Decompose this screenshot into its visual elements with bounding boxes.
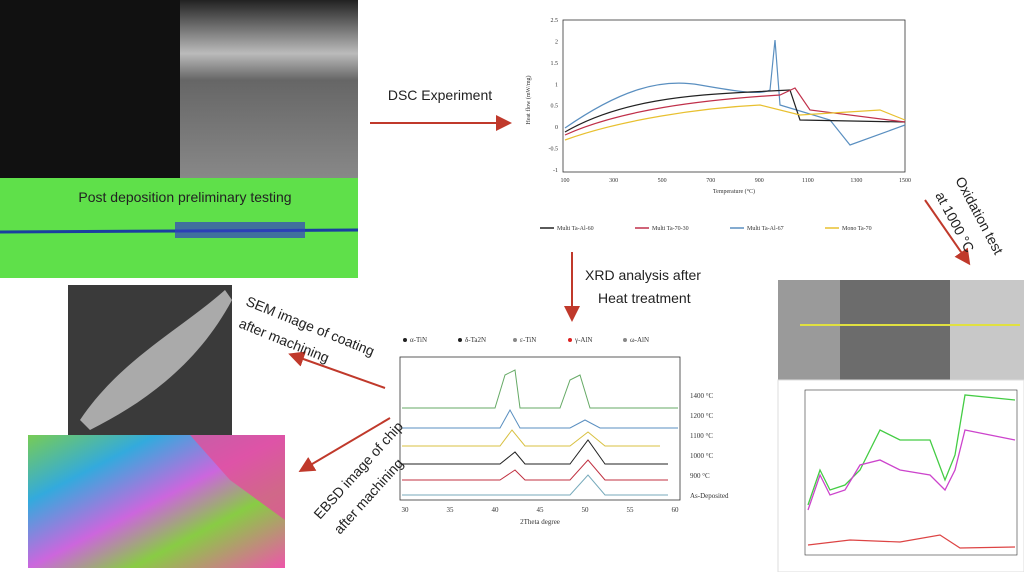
xrd-x-tick: 30 [402, 506, 410, 514]
dsc-y-label: Heat flow (mW/mg) [525, 76, 532, 125]
dsc-y-tick: 2.5 [551, 18, 559, 24]
xrd-label: XRD analysis after [585, 267, 701, 283]
legend-label: ω-AlN [630, 336, 649, 344]
legend-label: Multi Ta-Al-60 [557, 226, 594, 232]
dsc-x-tick: 1500 [899, 178, 911, 184]
legend-label: δ-Ta2N [465, 336, 486, 344]
dsc-x-tick: 900 [755, 178, 764, 184]
temperature-label: 1100 °C [690, 432, 713, 440]
xrd-plot [399, 356, 681, 501]
legend-label: ε-TiN [520, 336, 536, 344]
arrow [288, 351, 386, 389]
legend-marker [513, 338, 517, 342]
legend-label: α-TiN [410, 336, 427, 344]
arrow [298, 417, 391, 473]
xrd-x-tick: 50 [582, 506, 590, 514]
dsc-y-tick: -0.5 [549, 147, 559, 153]
oxidation-image [777, 280, 1024, 572]
dsc-x-label: Temperature (°C) [713, 188, 755, 195]
dsc-y-tick: -1 [553, 168, 558, 174]
dsc-y-tick: 1 [555, 82, 558, 88]
dsc-y-tick: 0.5 [551, 104, 559, 110]
deposition-label: Post deposition preliminary testing [78, 189, 291, 205]
legend-marker [458, 338, 462, 342]
arrow [924, 199, 971, 266]
xrd-x-tick: 45 [537, 506, 545, 514]
dsc-x-tick: 1300 [850, 178, 862, 184]
xrd-label: Heat treatment [598, 290, 691, 306]
xrd-x-tick: 35 [447, 506, 455, 514]
xrd-x-tick: 55 [627, 506, 635, 514]
dsc-x-tick: 100 [561, 178, 570, 184]
dsc-y-tick: 0 [555, 125, 558, 131]
dsc-x-tick: 1100 [802, 178, 814, 184]
temperature-label: 1000 °C [690, 452, 714, 460]
deposition-image [0, 0, 359, 278]
legend-marker [568, 338, 572, 342]
dsc-y-tick: 2 [555, 39, 558, 45]
legend-label: γ-AlN [574, 336, 592, 344]
dsc-y-tick: 1.5 [551, 61, 559, 67]
legend-marker [623, 338, 627, 342]
dsc-x-tick: 700 [706, 178, 715, 184]
ebsd-image [190, 435, 285, 520]
legend-marker [403, 338, 407, 342]
legend-label: Mono Ta-70 [842, 226, 872, 232]
sem-image [80, 290, 232, 430]
dsc-x-tick: 300 [609, 178, 618, 184]
dsc-label: DSC Experiment [388, 87, 492, 103]
dsc-x-tick: 500 [658, 178, 667, 184]
temperature-label: As-Deposited [690, 492, 729, 500]
temperature-label: 1200 °C [690, 412, 714, 420]
dsc-plot [562, 19, 906, 173]
xrd-x-label: 2Theta degree [520, 518, 560, 526]
xrd-x-tick: 40 [492, 506, 500, 514]
legend-label: Multi Ta-70-30 [652, 226, 689, 232]
xrd-x-tick: 60 [672, 506, 680, 514]
legend-label: Multi Ta-Al-67 [747, 226, 784, 232]
temperature-label: 900 °C [690, 472, 710, 480]
temperature-label: 1400 °C [690, 392, 714, 400]
